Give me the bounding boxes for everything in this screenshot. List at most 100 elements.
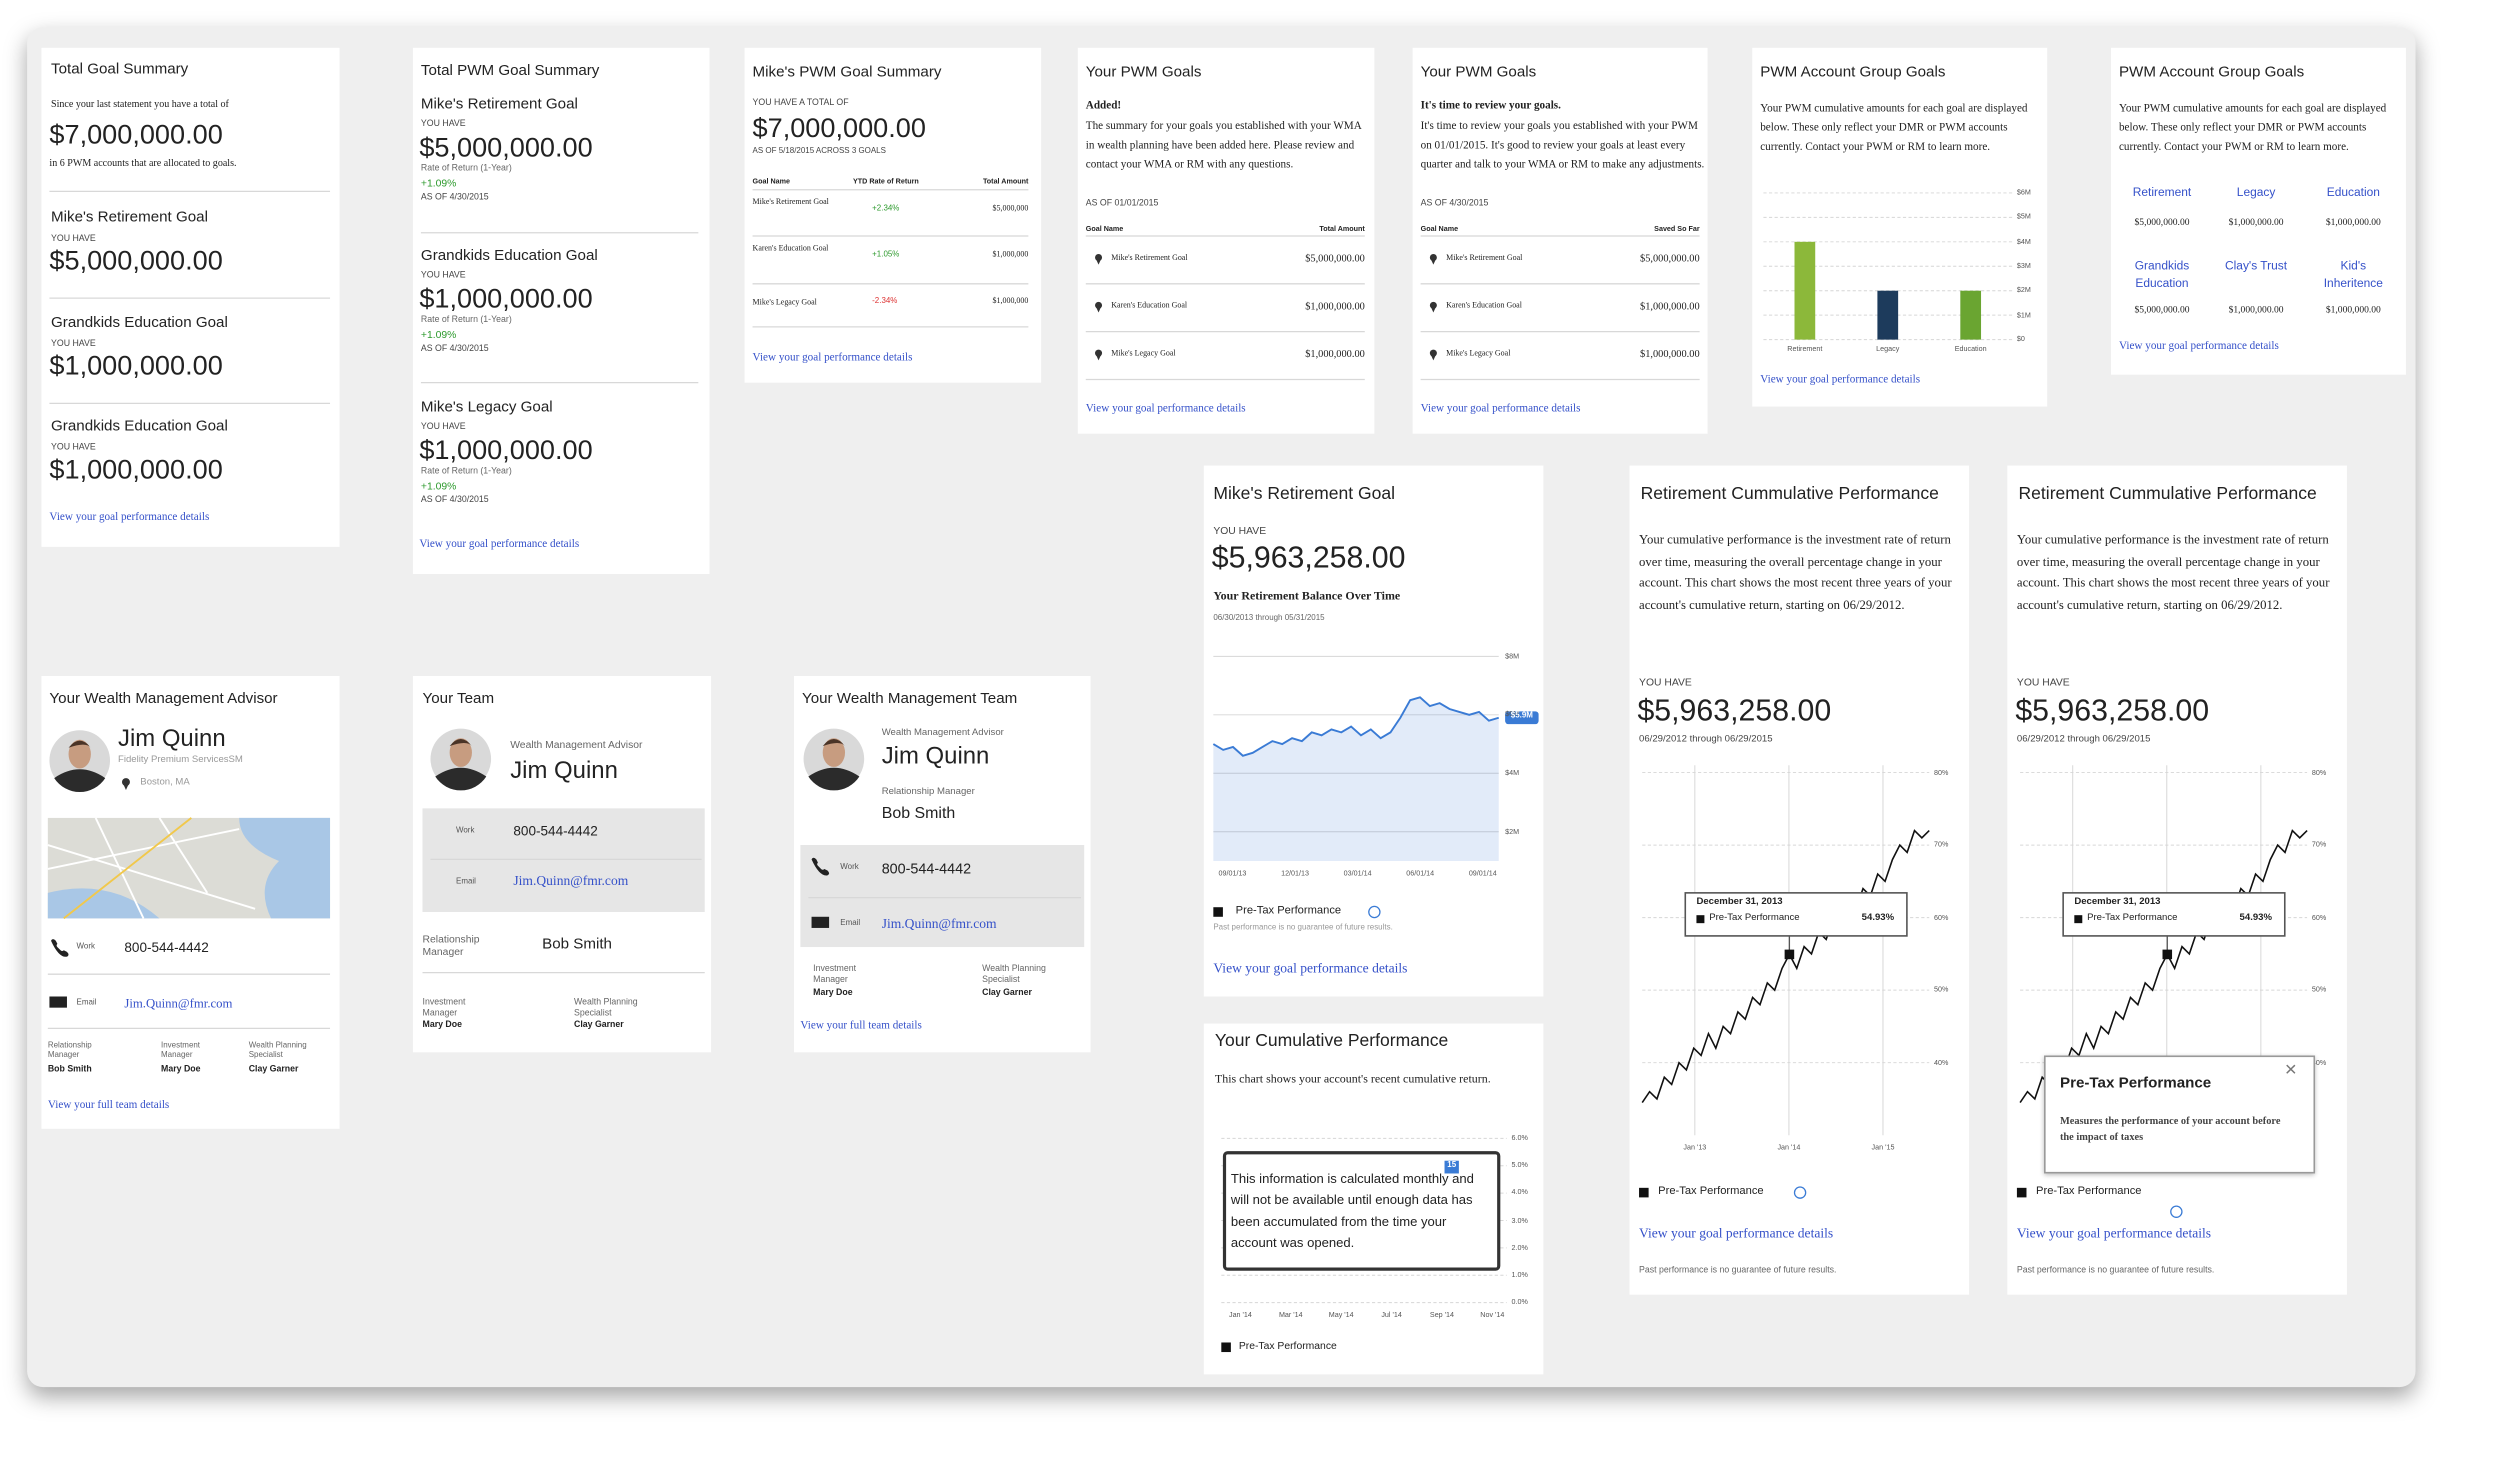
goal-name[interactable]: Legacy — [2236, 184, 2276, 200]
goal-name[interactable]: Retirement — [2132, 184, 2192, 200]
x-tick-label: Jan '14 — [1777, 1143, 1801, 1152]
intro: Since your last statement you have a tot… — [51, 98, 229, 111]
amount: $5,963,258.00 — [1211, 542, 1406, 576]
goal-name[interactable]: Clay's Trust — [2225, 258, 2288, 273]
y-tick-label: 1.0% — [1511, 1270, 1528, 1279]
link[interactable]: View your goal performance details — [1213, 959, 1408, 976]
team-role: Wealth Planning Specialist — [248, 1041, 307, 1061]
amount: $1,000,000.00 — [2228, 218, 2284, 228]
link[interactable]: View your full team details — [800, 1018, 922, 1032]
email[interactable]: Jim.Quinn@fmr.com — [124, 996, 233, 1011]
body: Your PWM cumulative amounts for each goa… — [1760, 102, 2028, 154]
y-tick-label: 60% — [1934, 912, 1949, 921]
goal-name[interactable]: Kid's Inheritence — [2323, 258, 2383, 291]
popup-title: Pre-Tax Performance — [2059, 1074, 2212, 1093]
y-tick-label: $6M — [1505, 710, 1520, 719]
link[interactable]: View your goal performance details — [419, 537, 580, 551]
line — [1212, 696, 1500, 757]
y-tick-label: 70% — [2311, 840, 2327, 849]
y-tick-label: $0 — [2016, 334, 2025, 343]
link[interactable]: View your goal performance details — [1085, 401, 1246, 415]
legend-label: Pre-Tax Performance — [1658, 1186, 1764, 1198]
disclaimer: Past performance is no guarantee of futu… — [2016, 1265, 2215, 1276]
link[interactable]: View your goal performance details — [49, 510, 210, 523]
x-tick-label: Jan '15 — [1871, 1143, 1895, 1152]
card-title: Your Wealth Management Advisor — [49, 690, 278, 708]
card — [1077, 47, 1375, 434]
card-title: Total Goal Summary — [51, 60, 189, 79]
team-name: Clay Garner — [982, 988, 1032, 999]
y-tick-label: 5.0% — [1511, 1160, 1528, 1169]
y-tick-label: $5M — [2016, 212, 2031, 221]
rate-label: Rate of Return (1-Year) — [420, 315, 512, 326]
body: The summary for your goals you establish… — [1085, 119, 1362, 171]
body: Your cumulative performance is the inves… — [2016, 532, 2330, 612]
email[interactable]: Jim.Quinn@fmr.com — [513, 872, 629, 889]
y-tick-label: 50% — [1934, 985, 1949, 994]
goal-name: Mike's Retirement Goal — [1446, 255, 1523, 264]
bar — [1794, 241, 1816, 340]
link[interactable]: View your full team details — [47, 1098, 170, 1112]
card-title: PWM Account Group Goals — [2118, 63, 2305, 82]
link[interactable]: View your goal performance details — [1420, 401, 1581, 415]
advisor-name: Jim Quinn — [117, 725, 226, 753]
card-title: Mike's Retirement Goal — [1213, 484, 1396, 504]
column-header: Goal Name — [752, 176, 791, 185]
card-title: Mike's PWM Goal Summary — [752, 63, 942, 82]
tooltip-box — [1684, 892, 1908, 937]
legend-swatch — [1213, 907, 1223, 917]
amount: $5,000,000.00 — [2134, 306, 2190, 316]
column-header: Total Amount — [1319, 224, 1365, 233]
goal-name: Karen's Education Goal — [1446, 302, 1522, 311]
goal-name[interactable]: Grandkids Education — [2134, 258, 2190, 291]
team-role: Wealth Planning Specialist — [982, 964, 1046, 985]
change: +1.09% — [420, 178, 457, 190]
x-tick-label: Sep '14 — [1429, 1310, 1455, 1319]
link[interactable]: View your goal performance details — [2118, 339, 2279, 353]
manager-role: Relationship Manager — [422, 934, 480, 958]
contact-label: Work — [455, 825, 475, 836]
close-button[interactable]: × — [2284, 1057, 2297, 1082]
link[interactable]: View your goal performance details — [752, 350, 913, 364]
team-name: Clay Garner — [248, 1065, 299, 1075]
goal-name: Mike's Legacy Goal — [1111, 350, 1176, 359]
label: YOU HAVE — [420, 422, 466, 433]
x-tick-label: Jul '14 — [1381, 1310, 1402, 1319]
end-tag — [1505, 711, 1539, 725]
legend-swatch — [1639, 1187, 1649, 1198]
amount: $1,000,000.00 — [49, 349, 223, 381]
point-marker — [1784, 949, 1795, 960]
chart-subtitle: Your Retirement Balance Over Time — [1213, 588, 1401, 603]
tooltip-swatch — [2074, 915, 2083, 924]
as-of: AS OF 4/30/2015 — [1420, 199, 1489, 209]
team-role: Relationship Manager — [47, 1041, 92, 1061]
as-of: AS OF 01/01/2015 — [1085, 199, 1159, 209]
info-icons — [1368, 905, 2183, 1218]
contact-label: Email — [455, 876, 476, 887]
link[interactable]: View your goal performance details — [1639, 1224, 1834, 1241]
goal-name[interactable]: Education — [2326, 184, 2380, 200]
x-tick-label: 03/01/14 — [1343, 868, 1372, 877]
contact-band — [422, 808, 705, 912]
link[interactable]: View your goal performance details — [2016, 1224, 2212, 1241]
email[interactable]: Jim.Quinn@fmr.com — [881, 915, 997, 932]
y-tick-label: $1M — [2016, 310, 2031, 319]
y-tick-label: 2.0% — [1511, 1243, 1528, 1252]
x-tick-label: 12/01/13 — [1281, 868, 1310, 877]
column-header: YTD Rate of Return — [853, 176, 919, 185]
team-name: Mary Doe — [813, 988, 853, 999]
column-header: Total Amount — [982, 176, 1029, 185]
badge-box — [1444, 1160, 1459, 1174]
tooltip-value: 54.93% — [2239, 912, 2273, 923]
area — [1213, 697, 1499, 861]
as-of: AS OF 5/18/2015 ACROSS 3 GOALS — [752, 146, 886, 157]
y-tick-label: 6.0% — [1511, 1133, 1528, 1142]
map — [47, 817, 331, 920]
contact-label: Email — [76, 998, 97, 1008]
label: YOU HAVE — [420, 271, 466, 281]
link[interactable]: View your goal performance details — [1760, 373, 1921, 386]
tooltip-value: 54.93% — [1861, 912, 1895, 923]
goal-name: Grandkids Education Goal — [51, 313, 228, 331]
y-tick-label: 70% — [1934, 840, 1949, 849]
